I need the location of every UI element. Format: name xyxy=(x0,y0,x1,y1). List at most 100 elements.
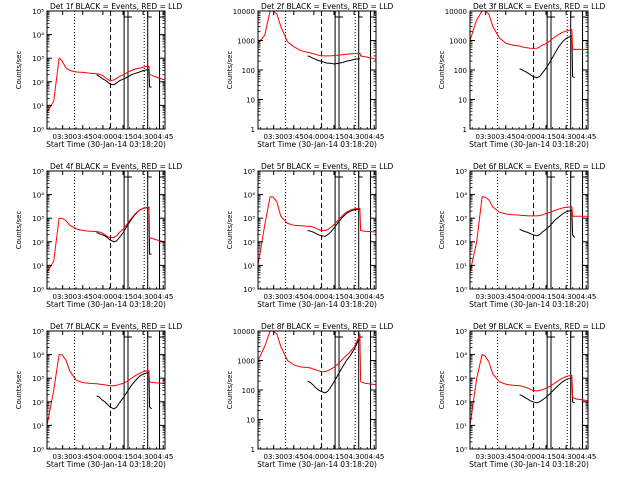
y-axis-label: Counts/sec xyxy=(15,51,23,90)
x-tick-label: 03:45 xyxy=(73,133,93,141)
events-series-line xyxy=(96,69,152,88)
y-tick-label: 10⁰ xyxy=(32,286,44,294)
x-tick-label: 04:30 xyxy=(556,293,576,301)
flag-marker xyxy=(582,331,587,338)
y-tick-label: 10⁰ xyxy=(455,286,467,294)
y-tick-label: 10¹ xyxy=(455,422,467,430)
x-tick-label: 04:15 xyxy=(324,133,344,141)
y-tick-label: 10⁵ xyxy=(32,328,44,336)
y-tick-label: 10¹ xyxy=(32,422,44,430)
y-tick-label: 10² xyxy=(32,399,44,407)
y-tick-label: 10000 xyxy=(233,328,255,336)
flag-marker xyxy=(123,331,129,338)
x-axis-label: Start Time (30-Jan-14 03:18:20) xyxy=(257,300,377,309)
flag-marker xyxy=(582,171,587,178)
x-axis-label: Start Time (30-Jan-14 03:18:20) xyxy=(46,460,166,469)
y-tick-label: 10⁵ xyxy=(32,8,44,16)
y-axis-label: Counts/sec xyxy=(15,211,23,250)
x-tick-label: 04:45 xyxy=(576,133,596,141)
x-tick-label: 03:45 xyxy=(284,453,304,461)
x-tick-label: 03:45 xyxy=(496,453,516,461)
y-tick-label: 1 xyxy=(251,126,255,134)
lld-series-line xyxy=(47,57,165,113)
y-tick-label: 10¹ xyxy=(32,102,44,110)
flag-marker xyxy=(370,331,375,338)
x-tick-label: 03:45 xyxy=(496,293,516,301)
y-tick-label: 10⁴ xyxy=(32,32,44,40)
y-tick-label: 10⁴ xyxy=(32,352,44,360)
x-tick-label: 04:30 xyxy=(133,133,153,141)
x-tick-label: 04:45 xyxy=(153,453,173,461)
panel-title: Det 8f BLACK = Events, RED = LLD xyxy=(261,322,394,331)
y-tick-label: 10 xyxy=(458,97,467,105)
x-axis-label: Start Time (30-Jan-14 03:18:20) xyxy=(469,140,589,149)
x-tick-label: 03:30 xyxy=(53,453,73,461)
x-tick-label: 04:45 xyxy=(364,133,384,141)
flag-marker xyxy=(334,171,340,178)
y-axis-label: Counts/sec xyxy=(438,371,446,410)
flag-marker xyxy=(127,11,132,18)
y-tick-label: 10² xyxy=(32,79,44,87)
x-tick-label: 04:45 xyxy=(153,293,173,301)
y-tick-label: 1000 xyxy=(237,358,255,366)
x-tick-label: 04:30 xyxy=(344,133,364,141)
x-tick-label: 04:45 xyxy=(576,293,596,301)
flag-marker xyxy=(127,171,132,178)
panel-title: Det 1f BLACK = Events, RED = LLD xyxy=(50,2,183,11)
y-tick-label: 100 xyxy=(242,67,255,75)
events-series-line xyxy=(519,35,575,79)
x-tick-label: 04:15 xyxy=(536,133,556,141)
y-tick-label: 10⁰ xyxy=(243,286,255,294)
y-tick-label: 1000 xyxy=(449,38,467,46)
detector-panel-2: 1 10 100 1000 10000 03:30 03:45 04:00 04:15 04:30… xyxy=(226,2,394,149)
flag-marker xyxy=(334,331,340,338)
y-tick-label: 10⁵ xyxy=(32,168,44,176)
flag-marker xyxy=(550,331,555,338)
x-tick-label: 04:00 xyxy=(93,293,113,301)
x-tick-label: 03:30 xyxy=(53,293,73,301)
flag-marker xyxy=(370,11,375,18)
y-tick-label: 10000 xyxy=(445,8,467,16)
events-series-line xyxy=(519,210,576,238)
flag-marker xyxy=(570,11,575,18)
panel-title: Det 6f BLACK = Events, RED = LLD xyxy=(473,162,606,171)
x-tick-label: 03:30 xyxy=(264,453,284,461)
lld-series-line xyxy=(47,354,165,426)
flag-marker xyxy=(570,171,575,178)
x-tick-label: 04:00 xyxy=(304,133,324,141)
flag-marker xyxy=(123,171,129,178)
x-tick-label: 04:30 xyxy=(344,453,364,461)
x-axis-label: Start Time (30-Jan-14 03:18:20) xyxy=(469,460,589,469)
y-axis-label: Counts/sec xyxy=(226,211,234,250)
y-tick-label: 10³ xyxy=(32,215,44,223)
plot-frame xyxy=(46,170,166,290)
events-series-line xyxy=(96,372,152,410)
x-tick-label: 04:15 xyxy=(536,293,556,301)
lld-series-line xyxy=(258,11,376,60)
y-tick-label: 10³ xyxy=(455,375,467,383)
events-series-line xyxy=(307,339,360,394)
y-tick-label: 10¹ xyxy=(243,262,255,270)
x-axis-label: Start Time (30-Jan-14 03:18:20) xyxy=(469,300,589,309)
flag-marker xyxy=(147,171,152,178)
plot-frame xyxy=(46,10,166,130)
y-tick-label: 10⁴ xyxy=(455,192,467,200)
x-tick-label: 04:00 xyxy=(516,293,536,301)
x-tick-label: 04:30 xyxy=(133,453,153,461)
x-tick-label: 03:30 xyxy=(53,133,73,141)
flag-marker xyxy=(159,331,164,338)
y-tick-label: 1 xyxy=(463,126,467,134)
x-tick-label: 04:00 xyxy=(304,453,324,461)
y-tick-label: 10⁵ xyxy=(455,168,467,176)
y-tick-label: 10⁰ xyxy=(32,446,44,454)
plot-frame xyxy=(257,170,377,290)
x-tick-label: 03:45 xyxy=(284,133,304,141)
lld-series-line xyxy=(47,206,165,273)
x-tick-label: 03:45 xyxy=(284,293,304,301)
y-tick-label: 10² xyxy=(455,399,467,407)
flag-marker xyxy=(127,331,132,338)
lld-series-line xyxy=(470,11,588,50)
x-tick-label: 04:30 xyxy=(133,293,153,301)
